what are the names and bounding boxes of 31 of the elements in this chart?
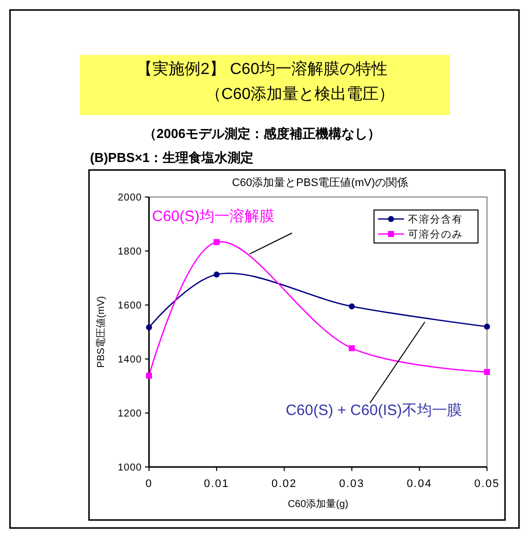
x-tick-label: 0.02 [271, 478, 297, 490]
annotation: C60(S) + C60(IS)不均一膜 [286, 402, 462, 419]
x-axis-title: C60添加量(g) [288, 498, 348, 510]
x-tick-label: 0.04 [406, 478, 432, 490]
x-tick-label: 0.05 [474, 478, 500, 490]
point [348, 303, 355, 310]
point [484, 324, 490, 330]
y-tick-label: 1000 [118, 462, 142, 474]
x-tick-label: 0 [145, 478, 153, 490]
point [146, 324, 152, 330]
annotation: C60(S)均一溶解膜 [152, 208, 275, 225]
y-tick-label: 1600 [118, 300, 142, 312]
chart-title: C60添加量とPBS電圧値(mV)の関係 [232, 176, 408, 189]
point [214, 271, 220, 278]
y-axis-title: PBS電圧値(mV) [95, 296, 107, 368]
point [146, 372, 152, 379]
text: （C60添加量と検出電圧） [205, 85, 395, 103]
y-tick-label: 1400 [118, 354, 142, 366]
legend-label: 可溶分のみ [408, 228, 463, 240]
text: （2006モデル測定：感度補正機構なし） [144, 126, 380, 141]
y-tick-label: 1200 [118, 408, 142, 420]
x-tick-label: 0.01 [204, 478, 230, 490]
text: (B)PBS×1：生理食塩水測定 [90, 150, 254, 165]
point [484, 368, 490, 375]
y-tick-label: 1800 [118, 246, 142, 258]
point [348, 345, 355, 352]
legend-label: 不溶分含有 [408, 214, 463, 226]
x-tick-label: 0.03 [339, 478, 365, 490]
text: 【実施例2】 C60均一溶解膜の特性 [136, 60, 388, 78]
y-tick-label: 2000 [118, 192, 142, 204]
point [214, 239, 220, 246]
